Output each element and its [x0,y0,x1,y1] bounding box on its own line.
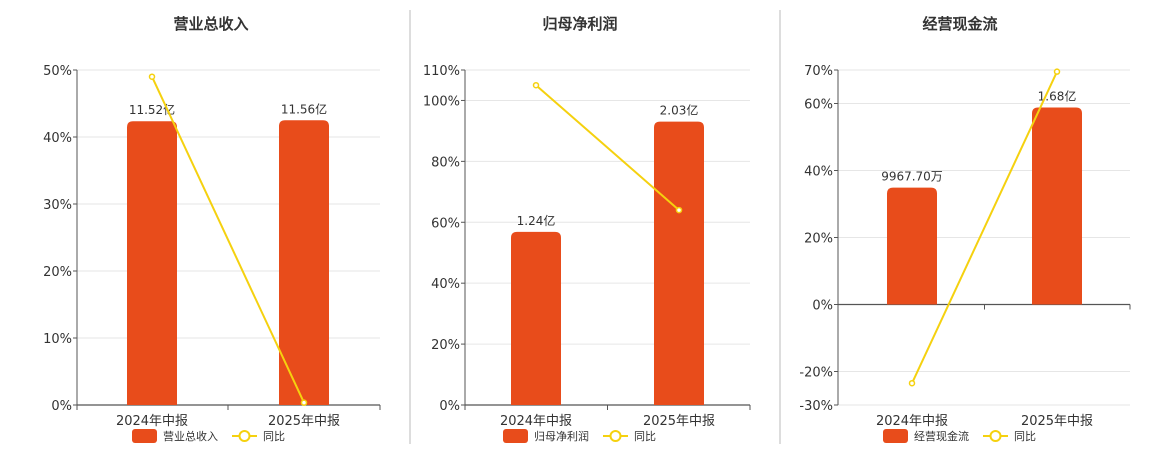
y-tick-label: 30% [43,198,72,213]
bar [1032,107,1082,305]
yoy-point [1053,68,1061,75]
chart-title: 营业总收入 [173,15,248,33]
y-tick-label: 60% [431,216,460,231]
legend-bar-label: 营业总收入 [163,429,218,443]
legend-bar-swatch[interactable] [503,429,528,443]
yoy-line [535,84,680,211]
yoy-line [151,76,305,404]
y-tick-label: 110% [423,64,460,79]
y-tick-label: 20% [804,232,833,247]
y-tick-label: -30% [799,399,833,414]
y-tick-label: 100% [423,94,460,109]
bar [511,231,561,405]
y-tick-label: 80% [431,155,460,170]
y-tick-label: 40% [43,131,72,146]
yoy-point [675,206,683,214]
x-category-label: 2025年中报 [1021,414,1093,429]
legend-line-label: 同比 [634,430,656,443]
y-tick-label: 70% [804,64,833,79]
legend-bar-swatch[interactable] [883,429,908,443]
bar-data-label: 2.03亿 [660,103,699,118]
bar [279,120,329,405]
legend-line-marker [609,430,622,442]
bar [654,121,704,405]
chart-title: 归母净利润 [542,15,617,33]
x-category-label: 2025年中报 [643,414,715,429]
bar-data-label: 9967.70万 [881,170,943,184]
legend-line-marker [989,430,1002,442]
yoy-point [148,73,156,80]
yoy-point [532,81,540,89]
bar-data-label: 1.24亿 [517,213,556,228]
bar-data-label: 11.52亿 [129,102,175,117]
yoy-point [908,379,916,387]
legend-bar-label: 归母净利润 [534,429,589,443]
bar [887,187,937,305]
y-tick-label: 0% [439,399,460,414]
yoy-point [300,399,308,406]
legend-line-label: 同比 [263,430,285,443]
y-tick-label: 60% [804,98,833,113]
legend-bar-label: 经营现金流 [914,429,969,443]
y-tick-label: 10% [43,332,72,347]
bar-data-label: 11.56亿 [281,101,327,116]
x-category-label: 2025年中报 [268,414,340,429]
x-category-label: 2024年中报 [500,414,572,429]
legend-bar-swatch[interactable] [132,429,157,443]
y-tick-label: 40% [431,277,460,292]
y-tick-label: 20% [43,265,72,280]
legend-line-marker [238,430,251,442]
bar [127,121,177,405]
y-tick-label: 0% [812,299,833,314]
x-category-label: 2024年中报 [116,414,188,429]
y-tick-label: 0% [51,399,72,414]
y-tick-label: 40% [804,165,833,180]
y-tick-label: 50% [43,64,72,79]
yoy-line [911,71,1058,384]
y-tick-label: 20% [431,338,460,353]
legend-line-label: 同比 [1014,430,1036,443]
x-category-label: 2024年中报 [876,414,948,429]
y-tick-label: -20% [799,366,833,381]
chart-title: 经营现金流 [922,15,997,33]
